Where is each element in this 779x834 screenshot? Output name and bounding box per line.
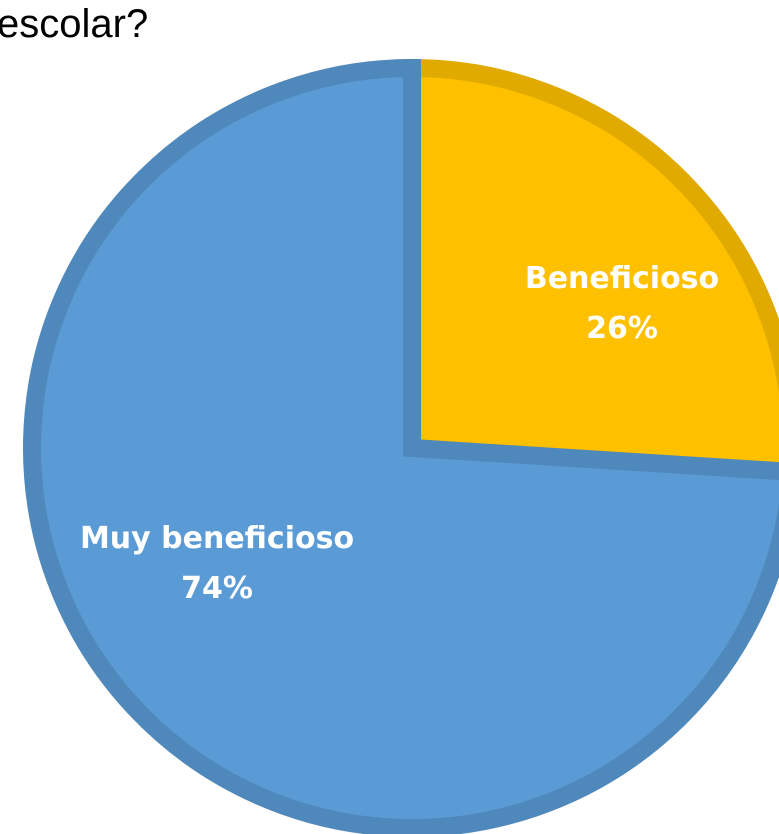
pie-slice-muy-beneficioso (23, 58, 779, 834)
slice-value-beneficioso: 26% (586, 311, 658, 346)
chart-title: escolar? (0, 2, 148, 46)
pie-labels: Beneficioso 26% Muy beneficioso 74% (80, 261, 719, 606)
slice-label-beneficioso: Beneficioso (525, 261, 719, 296)
slice-value-muy-beneficioso: 74% (181, 571, 253, 606)
slice-label-muy-beneficioso: Muy beneficioso (80, 521, 354, 556)
pie-slice-beneficioso (403, 58, 779, 481)
pie-slices (23, 58, 779, 834)
